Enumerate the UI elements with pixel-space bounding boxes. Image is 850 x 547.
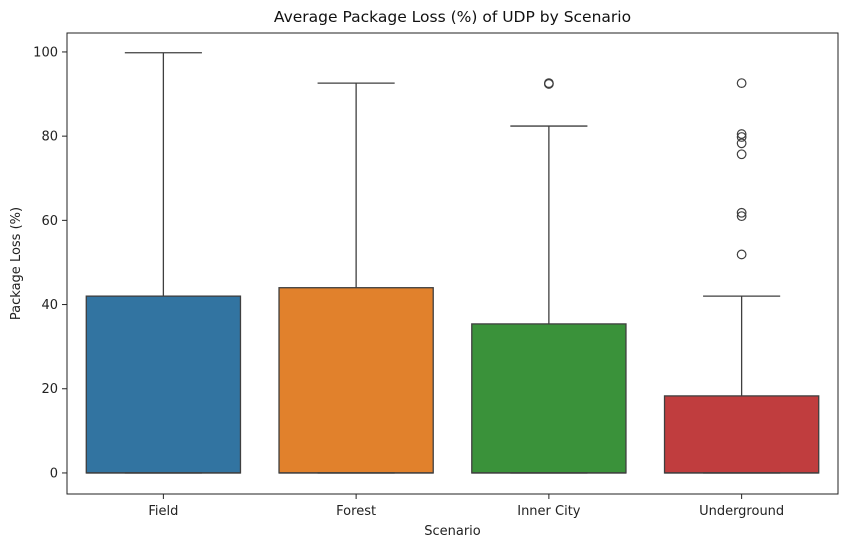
x-axis-label: Scenario bbox=[424, 524, 481, 539]
box-iqr bbox=[278, 287, 434, 474]
y-tick-label: 40 bbox=[41, 298, 58, 313]
y-tick-label: 0 bbox=[50, 466, 58, 481]
outlier-point bbox=[736, 207, 747, 218]
outlier-point bbox=[736, 211, 747, 222]
x-tick-label-field: Field bbox=[148, 504, 178, 519]
outlier-point bbox=[736, 129, 747, 139]
y-tick-label: 60 bbox=[41, 214, 58, 229]
box-inner-city bbox=[471, 78, 627, 474]
box-field bbox=[85, 52, 242, 474]
box-forest bbox=[278, 82, 434, 474]
box-iqr bbox=[471, 323, 627, 474]
outlier-point bbox=[736, 149, 747, 160]
outlier-point bbox=[736, 249, 747, 260]
box-underground bbox=[663, 78, 820, 474]
x-tick-label-underground: Underground bbox=[699, 504, 784, 519]
plot-area: Field Forest Inner City Underground 0 20 40 60 8… bbox=[33, 32, 839, 519]
y-tick-label: 100 bbox=[33, 45, 58, 60]
outlier-point bbox=[736, 78, 747, 88]
outlier-point bbox=[543, 78, 554, 88]
box-iqr bbox=[85, 295, 242, 474]
outlier-point bbox=[736, 132, 747, 142]
y-axis-label: Package Loss (%) bbox=[9, 207, 24, 320]
y-tick-label: 20 bbox=[41, 382, 58, 397]
plot-frame bbox=[66, 32, 839, 495]
outlier-point bbox=[736, 138, 747, 149]
x-tick-label-forest: Forest bbox=[336, 504, 376, 519]
box-iqr bbox=[663, 395, 820, 474]
x-tick-label-inner-city: Inner City bbox=[517, 504, 581, 519]
y-tick-label: 80 bbox=[41, 130, 58, 145]
chart-title: Average Package Loss (%) of UDP by Scena… bbox=[274, 8, 631, 26]
